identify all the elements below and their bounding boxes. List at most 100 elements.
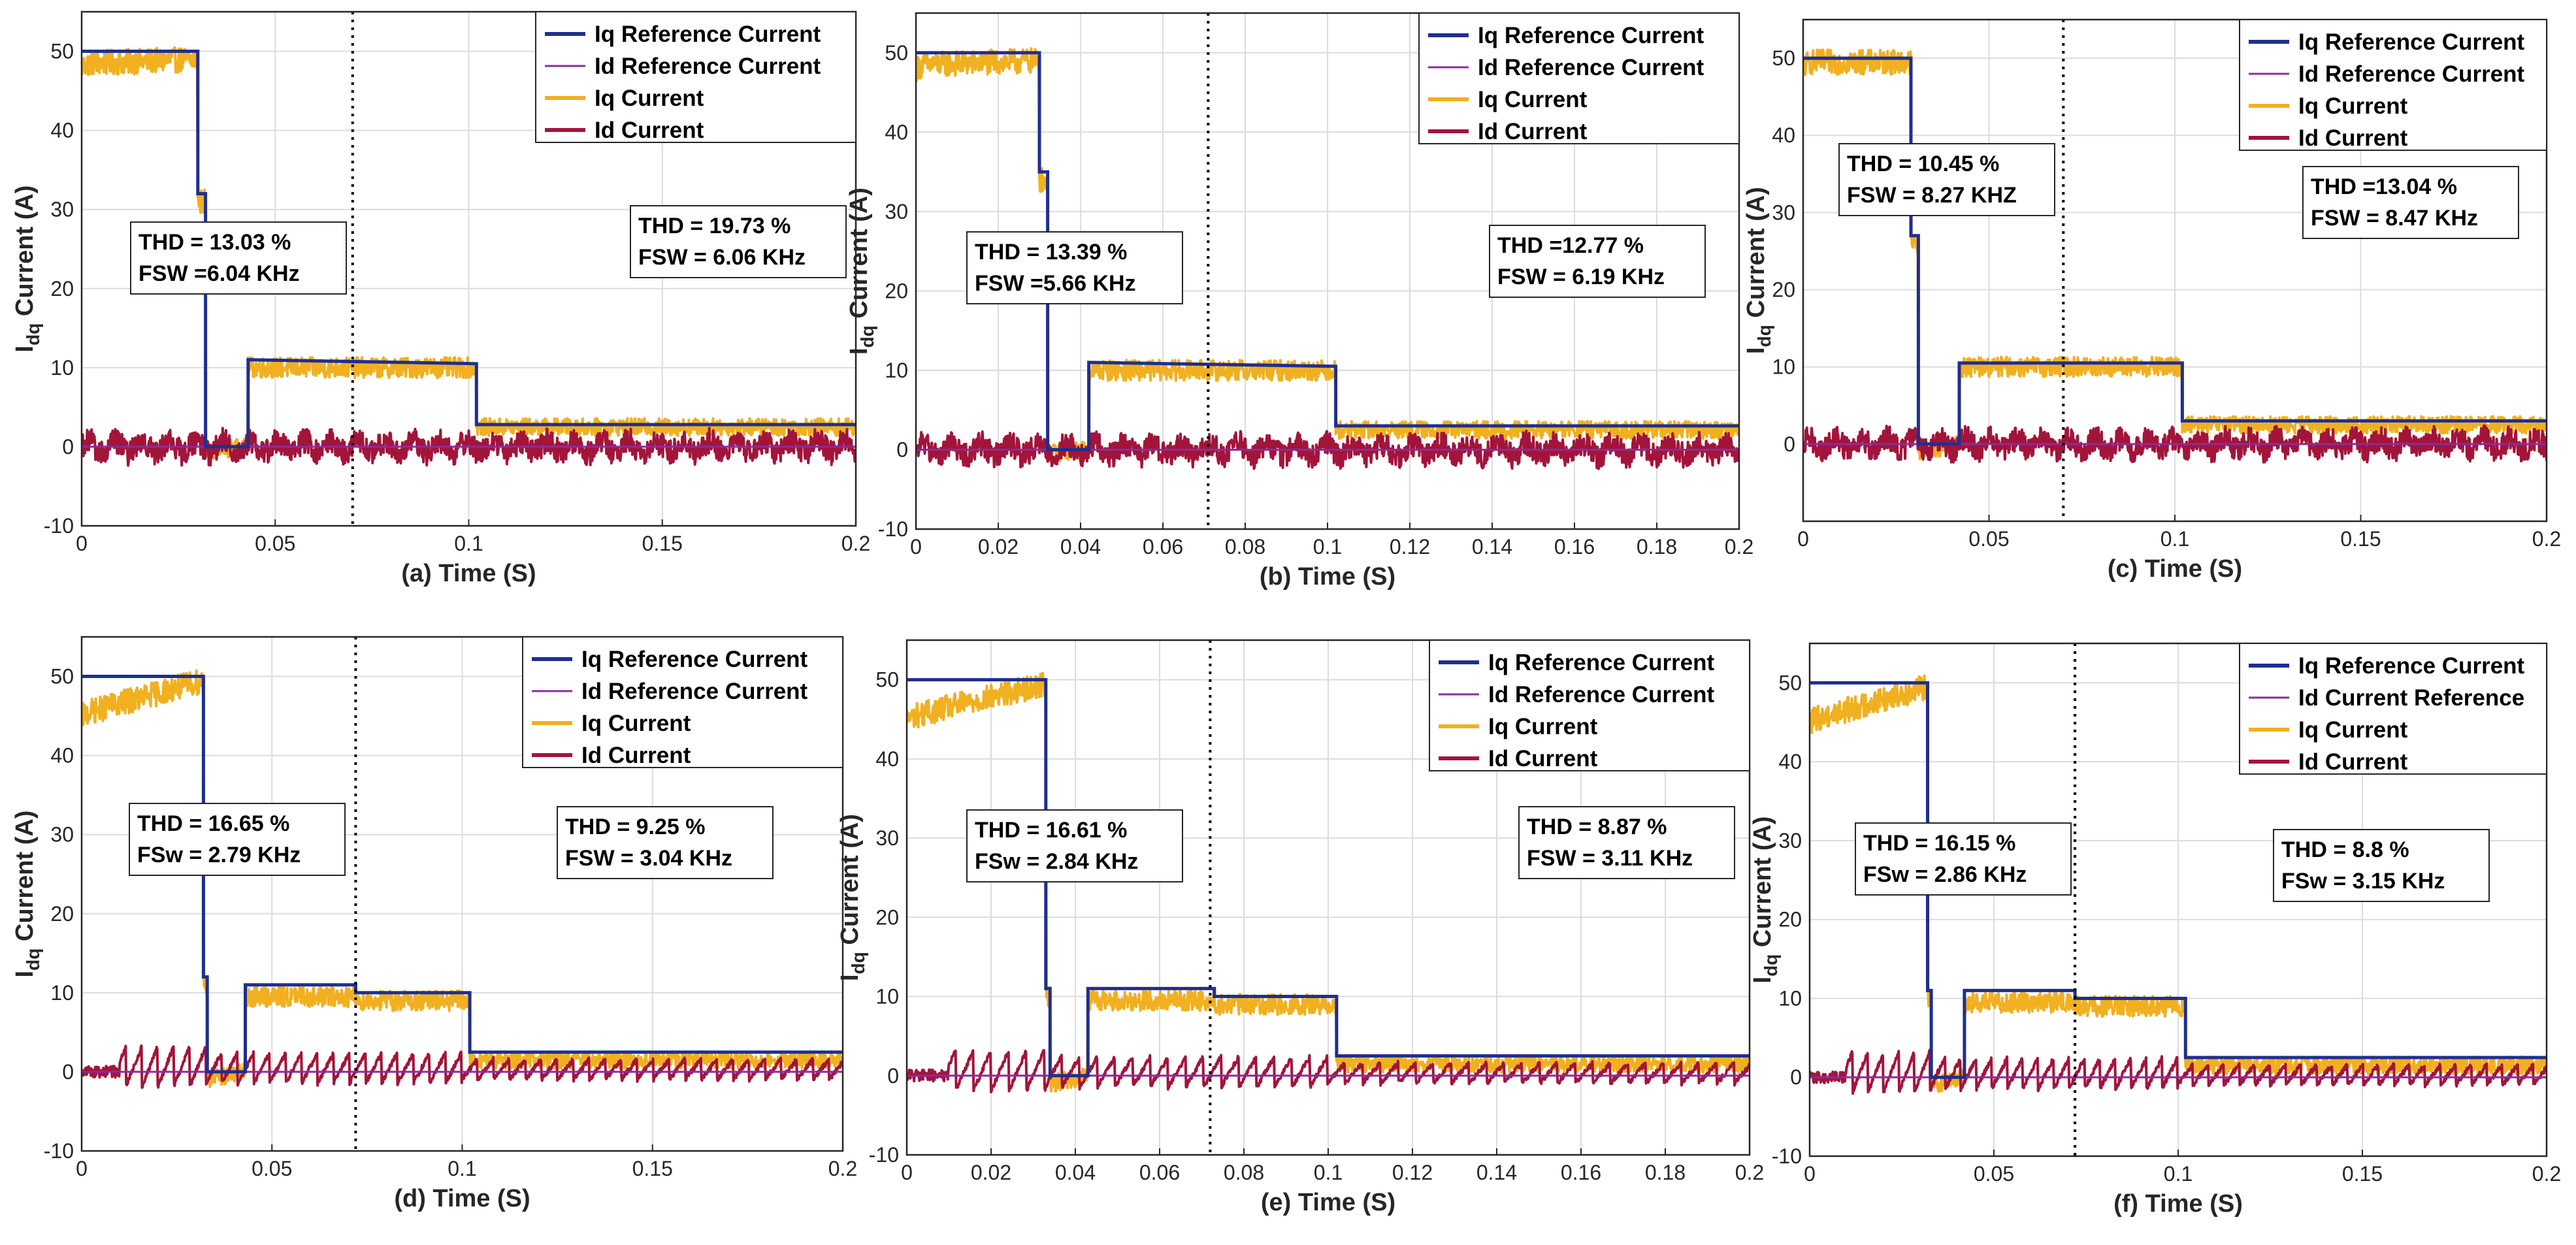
annotation-box xyxy=(966,231,1183,304)
y-tick-label: 40 xyxy=(875,747,899,771)
x-tick-label: 0.1 xyxy=(2164,1162,2193,1186)
y-tick-label: 20 xyxy=(1778,908,1802,931)
chart-panel-2: 0 0.05 0.1 0.15 0.2 0 10 20 30 40 50 (c) Time (S) Id… xyxy=(1742,18,2561,583)
y-tick-label: -10 xyxy=(869,1143,899,1167)
annotation-box xyxy=(2273,829,2490,902)
legend: Iq Reference Current Id Current Reference… xyxy=(2239,643,2547,775)
annotation-box xyxy=(630,205,847,278)
legend: Iq Reference Current Id Reference Current… xyxy=(2239,19,2547,151)
annotation-text: THD = 16.15 % xyxy=(1863,831,2015,856)
legend-label: Iq Reference Current xyxy=(581,647,808,672)
y-tick-label: 40 xyxy=(1778,750,1802,773)
legend-label: Id Current Reference xyxy=(2298,685,2524,711)
legend-label: Iq Current xyxy=(581,711,691,736)
annotation-text: THD = 13.39 % xyxy=(975,240,1127,265)
id-current-line xyxy=(916,429,1739,470)
thd-annotation: THD = 9.25 % FSW = 3.04 KHz xyxy=(557,806,774,879)
legend-box xyxy=(2239,643,2547,775)
y-tick-label: 50 xyxy=(1778,671,1802,694)
legend: Iq Reference Current Id Reference Current… xyxy=(522,636,843,768)
thd-annotation: THD = 16.61 % FSw = 2.84 KHz xyxy=(966,809,1183,882)
iq-reference-line xyxy=(82,675,843,1074)
thd-annotation: THD = 13.39 % FSW =5.66 KHz xyxy=(966,231,1183,304)
x-tick-label: 0.05 xyxy=(1974,1162,2014,1186)
y-tick-label: 50 xyxy=(50,665,74,688)
annotation-text: FSW = 3.11 KHz xyxy=(1527,846,1693,871)
x-tick-label: 0.2 xyxy=(2532,1162,2561,1186)
y-tick-label: 10 xyxy=(50,356,74,380)
x-tick-label: 0.02 xyxy=(971,1161,1011,1184)
y-tick-label: 50 xyxy=(875,668,899,692)
thd-annotation: THD = 16.65 % FSw = 2.79 KHz xyxy=(129,803,346,876)
y-tick-label: 40 xyxy=(885,120,908,144)
annotation-box xyxy=(1518,806,1735,879)
legend-label: Iq Current xyxy=(2298,93,2408,119)
annotation-text: FSW = 6.06 KHz xyxy=(638,245,806,270)
x-tick-label: 0.2 xyxy=(828,1157,857,1180)
x-tick-label: 0 xyxy=(76,532,88,555)
annotation-text: THD =13.04 % xyxy=(2311,174,2457,199)
x-tick-label: 0.04 xyxy=(1060,535,1101,558)
legend-label: Iq Reference Current xyxy=(1488,650,1715,675)
x-tick-label: 0 xyxy=(910,535,922,558)
x-tick-label: 0.18 xyxy=(1637,535,1677,558)
legend-label: Id Current xyxy=(1478,119,1588,144)
legend-label: Id Reference Current xyxy=(1478,55,1704,80)
x-tick-label: 0.12 xyxy=(1392,1161,1433,1184)
y-tick-label: 20 xyxy=(50,902,74,926)
thd-annotation: THD = 16.15 % FSw = 2.86 KHz xyxy=(1855,822,2072,896)
y-axis-label: Idq Current (A) xyxy=(845,187,877,355)
annotation-text: FSW =5.66 KHz xyxy=(975,271,1136,296)
x-tick-label: 0.1 xyxy=(454,532,483,555)
y-tick-label: -10 xyxy=(878,517,908,541)
y-tick-label: 0 xyxy=(896,438,908,461)
y-axis-label: Idq Current (A) xyxy=(836,814,868,981)
annotation-text: FSW = 8.47 KHz xyxy=(2311,206,2478,231)
x-tick-label: 0.06 xyxy=(1143,535,1183,558)
chart-panel-4: 0 0.02 0.04 0.06 0.08 0.1 0.12 0.14 0.16 0.18 0.2 -… xyxy=(836,639,1764,1216)
legend-label: Id Reference Current xyxy=(1488,682,1715,707)
annotation-text: FSW =6.04 KHz xyxy=(139,261,300,286)
x-axis-label: (b) Time (S) xyxy=(1260,563,1395,590)
y-tick-label: 20 xyxy=(1772,278,1795,302)
y-tick-label: -10 xyxy=(1772,1144,1802,1168)
y-axis-label: Idq Current (A) xyxy=(1749,817,1781,984)
y-tick-label: 30 xyxy=(1772,201,1795,224)
x-tick-label: 0.14 xyxy=(1472,535,1512,558)
y-tick-label: 30 xyxy=(1778,829,1802,852)
iq-current-line xyxy=(907,671,1750,1093)
legend-label: Id Reference Current xyxy=(581,679,808,704)
plot-area xyxy=(916,47,1739,470)
x-axis-label: (e) Time (S) xyxy=(1261,1189,1395,1216)
legend-label: Iq Current xyxy=(595,86,704,111)
y-tick-label: 10 xyxy=(875,985,899,1009)
x-tick-label: 0.05 xyxy=(255,532,295,555)
annotation-text: FSW = 3.04 KHz xyxy=(565,846,732,871)
x-tick-label: 0.2 xyxy=(841,532,870,555)
legend-box xyxy=(2239,19,2547,151)
y-axis-label: Idq Current (A) xyxy=(11,811,43,978)
annotation-box xyxy=(129,803,346,876)
annotation-text: THD = 13.03 % xyxy=(139,230,291,255)
x-tick-label: 0.15 xyxy=(632,1157,673,1180)
legend-label: Iq Current xyxy=(2298,717,2408,743)
legend-label: Id Current xyxy=(2298,749,2408,775)
plot-area xyxy=(1810,674,2547,1095)
y-tick-label: 20 xyxy=(50,277,74,300)
x-tick-label: 0 xyxy=(76,1157,88,1180)
y-tick-label: 0 xyxy=(62,435,74,459)
x-tick-label: 0.14 xyxy=(1476,1161,1517,1184)
annotation-text: FSW = 6.19 KHz xyxy=(1497,265,1665,289)
y-tick-label: 30 xyxy=(50,198,74,221)
x-axis-label: (d) Time (S) xyxy=(394,1185,530,1212)
annotation-box xyxy=(557,806,774,879)
y-tick-label: 40 xyxy=(1772,123,1795,147)
plot-area xyxy=(907,671,1750,1093)
y-tick-label: 40 xyxy=(50,119,74,142)
x-tick-label: 0.15 xyxy=(2342,1162,2383,1186)
y-tick-label: 10 xyxy=(1778,986,1802,1010)
annotation-box xyxy=(1855,822,2072,896)
annotation-text: THD = 16.65 % xyxy=(137,811,289,836)
